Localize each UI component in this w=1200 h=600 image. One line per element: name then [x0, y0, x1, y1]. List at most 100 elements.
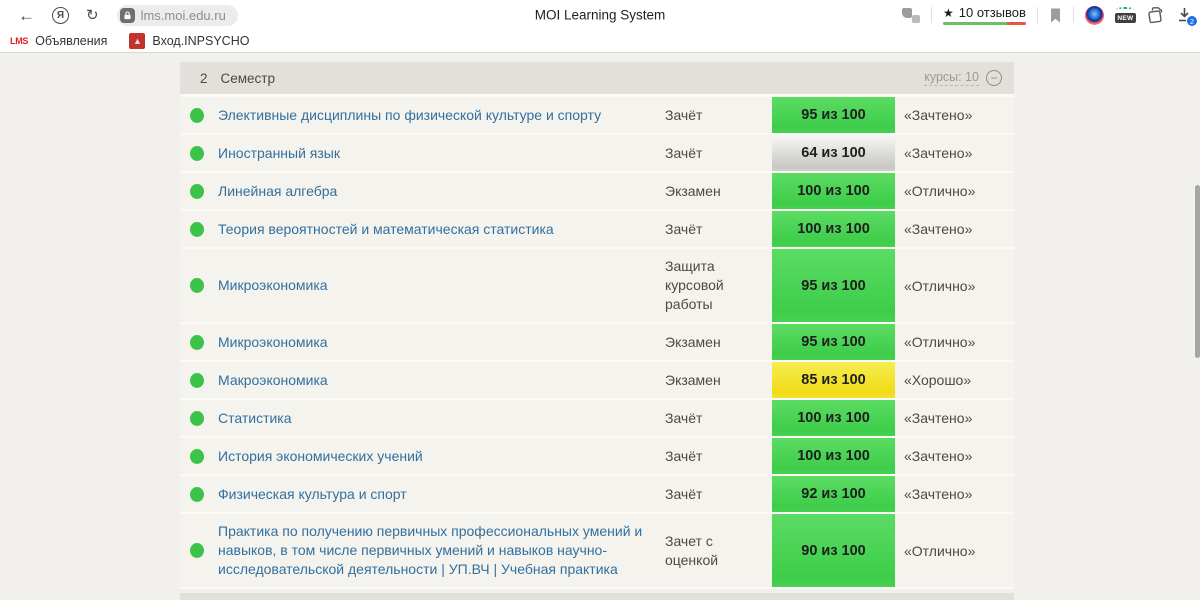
exam-type: Зачёт — [665, 144, 703, 161]
semester-3-header: 3 Семестр курсы: 10 + — [180, 593, 1014, 600]
score-cell: 92 из 100 — [772, 476, 895, 512]
protect-icon[interactable] — [901, 7, 920, 23]
toolbar-separator — [930, 7, 932, 23]
table-row: Практика по получению первичных професси… — [180, 514, 1014, 589]
bookmark-item-inpsycho[interactable]: ▲ Вход.INPSYCHO — [129, 33, 249, 49]
table-row: История экономических учений Зачёт 100 и… — [180, 438, 1014, 476]
course-link[interactable]: Иностранный язык — [218, 144, 340, 161]
status-cell — [180, 514, 218, 587]
score-value: 64 из 100 — [801, 145, 866, 161]
vertical-scrollbar-thumb[interactable] — [1195, 185, 1200, 358]
grade-text: «Зачтено» — [904, 107, 973, 123]
exam-type: Экзамен — [665, 333, 721, 350]
downloads-count-badge: 2 — [1186, 15, 1198, 27]
course-cell: Иностранный язык — [218, 135, 665, 171]
course-link[interactable]: Статистика — [218, 409, 292, 426]
refresh-icon[interactable]: ↻ — [86, 7, 99, 24]
course-status-dot-icon — [190, 486, 204, 502]
grade-text: «Зачтено» — [904, 448, 973, 464]
lock-icon — [119, 7, 135, 23]
back-icon[interactable]: ← — [18, 5, 35, 25]
toolbar-right-icons: ★ 10 отзывов NEW 2 — [901, 0, 1198, 30]
score-cell: 95 из 100 — [772, 249, 895, 322]
page-title: MOI Learning System — [534, 7, 666, 23]
course-link[interactable]: Практика по получению первичных професси… — [218, 523, 643, 577]
table-row: Линейная алгебра Экзамен 100 из 100 «Отл… — [180, 173, 1014, 211]
course-cell: Элективные дисциплины по физической куль… — [218, 97, 665, 133]
score-value: 100 из 100 — [797, 448, 870, 464]
grade-text: «Зачтено» — [904, 486, 973, 502]
course-link[interactable]: История экономических учений — [218, 447, 423, 464]
exam-type: Зачёт — [665, 106, 703, 123]
course-status-dot-icon — [190, 410, 204, 426]
collapse-icon[interactable]: − — [986, 70, 1002, 86]
grade-text: «Отлично» — [904, 542, 976, 559]
collections-icon[interactable] — [1147, 6, 1166, 24]
table-row: Макроэкономика Экзамен 85 из 100 «Хорошо… — [180, 362, 1014, 400]
downloads-button[interactable]: 2 — [1177, 7, 1198, 27]
course-cell: Микроэкономика — [218, 249, 665, 322]
bookmark-icon[interactable] — [1049, 8, 1062, 23]
course-cell: Микроэкономика — [218, 324, 665, 360]
course-link[interactable]: Микроэкономика — [218, 333, 328, 350]
semester-label: Семестр — [220, 70, 276, 86]
table-row: Иностранный язык Зачёт 64 из 100 «Зачтен… — [180, 135, 1014, 173]
extension-sphere-icon[interactable] — [1084, 5, 1104, 25]
grade-text: «Зачтено» — [904, 410, 973, 426]
course-cell: Линейная алгебра — [218, 173, 665, 209]
course-link[interactable]: Элективные дисциплины по физической куль… — [218, 106, 602, 123]
table-row: Микроэкономика Экзамен 95 из 100 «Отличн… — [180, 324, 1014, 362]
new-feature-icon[interactable]: NEW — [1114, 6, 1136, 24]
score-value: 85 из 100 — [801, 372, 866, 388]
course-status-dot-icon — [190, 221, 204, 237]
score-cell: 100 из 100 — [772, 400, 895, 436]
course-status-dot-icon — [190, 372, 204, 388]
browser-toolbar: ← Я ↻ lms.moi.edu.ru MOI Learning System… — [0, 0, 1200, 30]
course-link[interactable]: Физическая культура и спорт — [218, 485, 407, 502]
score-value: 90 из 100 — [801, 542, 866, 559]
grade-text: «Зачтено» — [904, 221, 973, 237]
address-text: lms.moi.edu.ru — [140, 7, 226, 23]
status-cell — [180, 400, 218, 436]
bookmark-item-lms[interactable]: LMS Объявления — [10, 34, 107, 48]
score-cell: 85 из 100 — [772, 362, 895, 398]
table-row: Теория вероятностей и математическая ста… — [180, 211, 1014, 249]
site-reviews-button[interactable]: ★ 10 отзывов — [942, 5, 1026, 25]
course-link[interactable]: Макроэкономика — [218, 371, 328, 388]
course-link[interactable]: Теория вероятностей и математическая ста… — [218, 220, 554, 237]
status-cell — [180, 324, 218, 360]
course-cell: Практика по получению первичных професси… — [218, 514, 665, 587]
grade-text: «Зачтено» — [904, 145, 973, 161]
exam-type: Зачёт — [665, 485, 703, 502]
course-cell: Статистика — [218, 400, 665, 436]
score-cell: 100 из 100 — [772, 173, 895, 209]
course-link[interactable]: Микроэкономика — [218, 277, 328, 293]
status-cell — [180, 476, 218, 512]
course-status-dot-icon — [190, 183, 204, 199]
grades-container: 2 Семестр курсы: 10 − Элективные дисципл… — [180, 54, 1014, 600]
yandex-logo-icon[interactable]: Я — [52, 6, 69, 24]
courses-count-link[interactable]: курсы: 10 — [924, 70, 979, 87]
reviews-rating-bar — [942, 22, 1026, 25]
course-link[interactable]: Линейная алгебра — [218, 182, 338, 199]
course-cell: Теория вероятностей и математическая ста… — [218, 211, 665, 247]
score-cell: 100 из 100 — [772, 438, 895, 474]
score-value: 100 из 100 — [797, 410, 870, 426]
score-value: 95 из 100 — [801, 334, 866, 350]
score-cell: 100 из 100 — [772, 211, 895, 247]
lms-page: 2 Семестр курсы: 10 − Элективные дисципл… — [0, 54, 1200, 600]
marquee-dashes — [1116, 6, 1135, 12]
status-cell — [180, 249, 218, 322]
course-status-dot-icon — [190, 334, 204, 350]
status-cell — [180, 97, 218, 133]
score-value: 95 из 100 — [801, 107, 866, 123]
score-cell: 95 из 100 — [772, 97, 895, 133]
status-cell — [180, 211, 218, 247]
score-cell: 64 из 100 — [772, 135, 895, 171]
score-value: 92 из 100 — [801, 486, 866, 502]
bookmarks-bar: LMS Объявления ▲ Вход.INPSYCHO — [0, 30, 1200, 52]
status-cell — [180, 173, 218, 209]
status-cell — [180, 438, 218, 474]
address-bar[interactable]: lms.moi.edu.ru — [116, 4, 238, 26]
score-value: 95 из 100 — [801, 277, 866, 294]
